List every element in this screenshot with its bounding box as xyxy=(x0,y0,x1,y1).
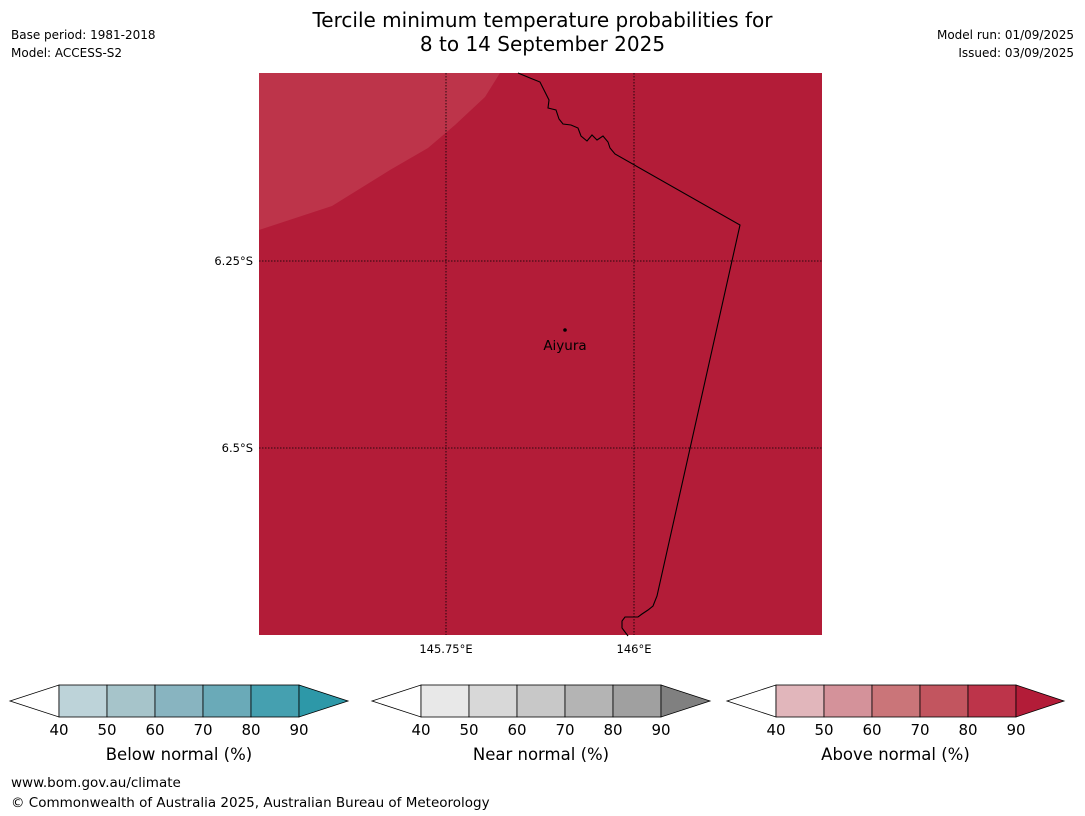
title-line-2: 8 to 14 September 2025 xyxy=(419,32,666,56)
meta-right: Model run: 01/09/2025 Issued: 03/09/2025 xyxy=(937,26,1074,62)
colorbar-above-tick: 40 xyxy=(766,721,785,739)
footer-website: www.bom.gov.au/climate xyxy=(11,775,181,791)
map-area: Aiyura xyxy=(259,72,822,637)
place-label: Aiyura xyxy=(543,338,586,354)
colorbar-above-bin xyxy=(775,684,825,718)
colorbar-above-bin xyxy=(967,684,1017,718)
colorbar-above-extend-high xyxy=(1015,684,1066,718)
colorbar-below-extend-low xyxy=(8,684,60,718)
model-run-text: Model run: 01/09/2025 xyxy=(936,28,1074,42)
colorbar-near-tick: 90 xyxy=(651,721,670,739)
colorbar-below-bin xyxy=(106,684,156,718)
model-text: Model: ACCESS-S2 xyxy=(11,46,123,60)
colorbar-above-tick: 90 xyxy=(1006,721,1025,739)
colorbar-above-tick: 80 xyxy=(958,721,977,739)
colorbar-below-tick: 40 xyxy=(49,721,68,739)
colorbar-near-extend-high xyxy=(660,684,712,718)
colorbar-below-normal: 40 50 60 70 80 90 xyxy=(8,684,350,739)
colorbar-above-tick: 70 xyxy=(910,721,929,739)
colorbar-near-bin xyxy=(420,684,470,718)
colorbar-below-bin xyxy=(58,684,108,718)
colorbar-near-tick: 70 xyxy=(555,721,574,739)
colorbar-near-bin xyxy=(564,684,614,718)
colorbar-below-tick: 90 xyxy=(289,721,308,739)
colorbar-near-tick: 80 xyxy=(603,721,622,739)
probability-fill-lighter xyxy=(259,73,500,230)
colorbar-near-bin xyxy=(516,684,566,718)
colorbar-above-label: Above normal (%) xyxy=(821,745,970,764)
base-period-text: Base period: 1981-2018 xyxy=(11,28,156,42)
colorbar-above-bin xyxy=(919,684,969,718)
colorbar-above-bin xyxy=(823,684,873,718)
colorbar-above-tick: 60 xyxy=(862,721,881,739)
title-line-1: Tercile minimum temperature probabilitie… xyxy=(312,8,773,32)
colorbar-below-tick: 80 xyxy=(241,721,260,739)
meta-left: Base period: 1981-2018 Model: ACCESS-S2 xyxy=(11,26,156,62)
place-marker xyxy=(563,328,567,332)
coastline-border xyxy=(517,72,741,637)
footer-copyright: © Commonwealth of Australia 2025, Austra… xyxy=(11,795,490,811)
colorbar-near-tick: 50 xyxy=(459,721,478,739)
colorbar-near-tick: 40 xyxy=(411,721,430,739)
colorbar-near-tick: 60 xyxy=(507,721,526,739)
colorbar-near-bin xyxy=(468,684,518,718)
colorbar-below-tick: 60 xyxy=(145,721,164,739)
chart-title: Tercile minimum temperature probabilitie… xyxy=(0,8,1085,56)
colorbar-above-normal: 40 50 60 70 80 90 xyxy=(725,684,1066,739)
colorbar-below-tick: 70 xyxy=(193,721,212,739)
colorbar-below-bin xyxy=(202,684,252,718)
colorbar-below-extend-high xyxy=(298,684,350,718)
colorbar-above-extend-low xyxy=(725,684,777,718)
colorbar-below-tick: 50 xyxy=(97,721,116,739)
colorbar-near-normal: 40 50 60 70 80 90 xyxy=(370,684,712,739)
colorbar-below-bin xyxy=(250,684,300,718)
colorbar-above-bin xyxy=(871,684,921,718)
issued-text: Issued: 03/09/2025 xyxy=(958,46,1074,60)
colorbar-near-bin xyxy=(612,684,662,718)
lat-label-2: 6.5°S xyxy=(221,441,253,455)
lat-label-1: 6.25°S xyxy=(214,254,253,268)
colorbar-near-extend-low xyxy=(370,684,422,718)
lon-label-2: 146°E xyxy=(616,642,652,656)
colorbar-below-label: Below normal (%) xyxy=(105,745,253,764)
colorbar-above-tick: 50 xyxy=(814,721,833,739)
lon-label-1: 145.75°E xyxy=(419,642,473,656)
colorbar-near-label: Near normal (%) xyxy=(472,745,610,764)
colorbar-below-bin xyxy=(154,684,204,718)
